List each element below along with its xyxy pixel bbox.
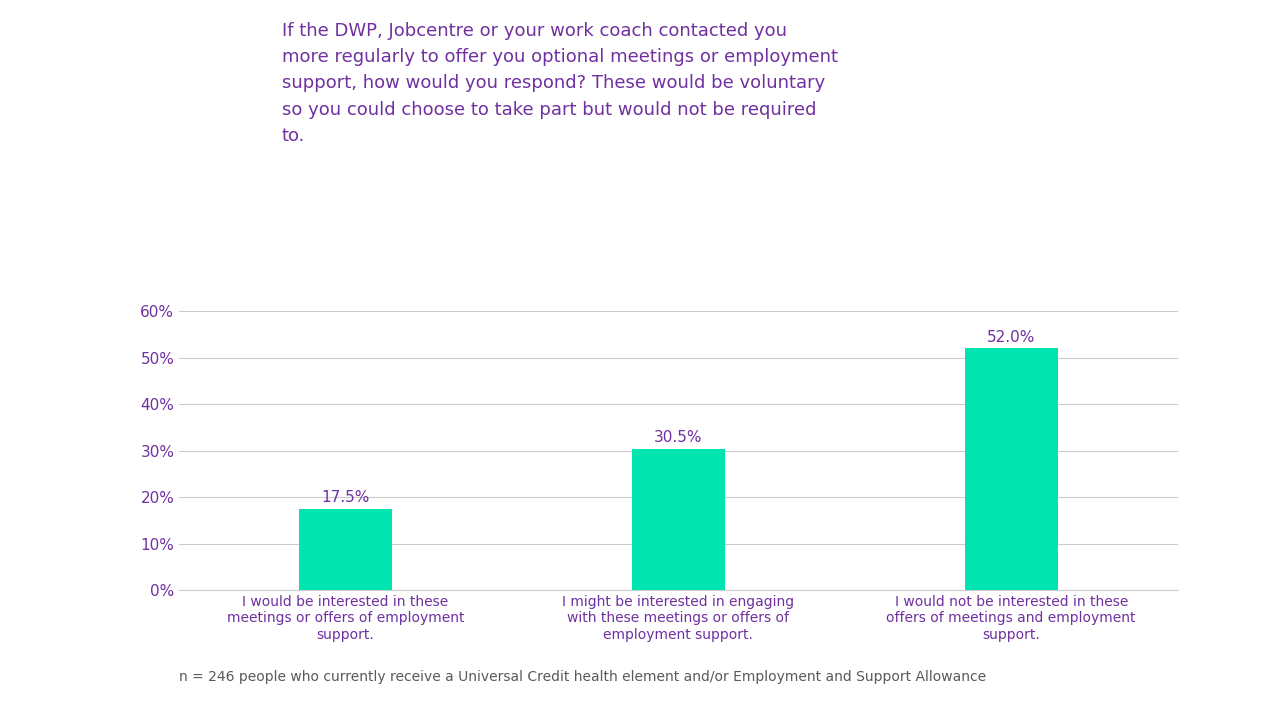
Bar [300, 509, 392, 590]
Bar [632, 449, 724, 590]
Text: 30.5%: 30.5% [654, 430, 703, 445]
Text: If the DWP, Jobcentre or your work coach contacted you
more regularly to offer y: If the DWP, Jobcentre or your work coach… [282, 22, 837, 145]
Text: 52.0%: 52.0% [987, 330, 1036, 345]
Text: 17.5%: 17.5% [321, 490, 370, 505]
Bar [965, 348, 1057, 590]
Text: n = 246 people who currently receive a Universal Credit health element and/or Em: n = 246 people who currently receive a U… [179, 670, 987, 684]
